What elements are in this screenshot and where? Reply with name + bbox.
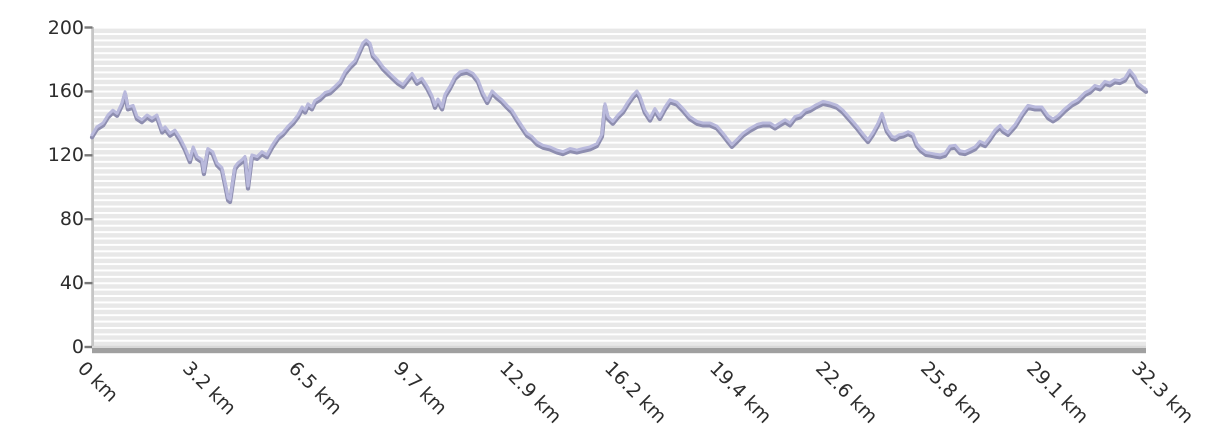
y-tick-label: 40: [59, 272, 84, 295]
y-tick-label: 200: [47, 16, 84, 39]
y-tick-label: 160: [47, 80, 84, 103]
y-tick-label: 80: [59, 208, 84, 231]
y-axis-line: [91, 27, 94, 349]
y-axis-ticks: [84, 26, 93, 349]
y-tick-label: 0: [71, 336, 84, 358]
x-axis-baseline-highlight: [92, 345, 1146, 348]
elevation-line-shadow: [89, 40, 1149, 205]
y-tick-label: 120: [47, 144, 84, 167]
plot-background: [92, 27, 1146, 347]
elevation-line: [90, 38, 1148, 202]
x-axis-baseline: [92, 348, 1146, 354]
